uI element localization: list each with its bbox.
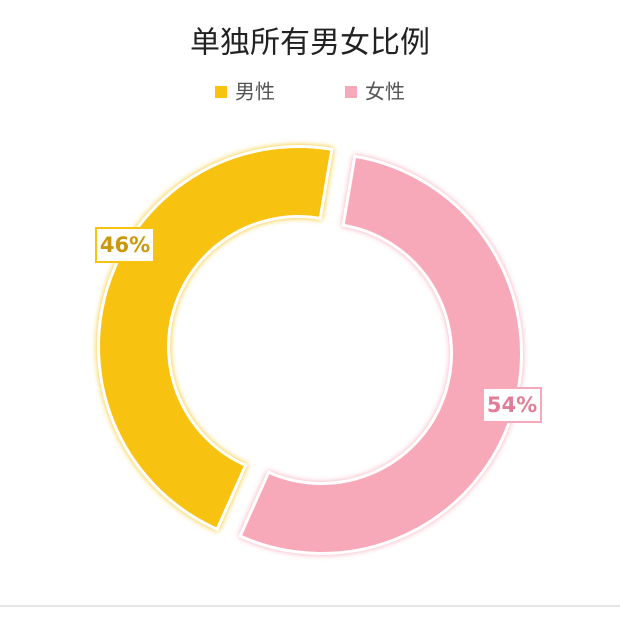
donut-slice — [238, 154, 523, 555]
data-label: 54% — [487, 393, 537, 417]
legend-label: 男性 — [235, 80, 275, 104]
data-label-box — [482, 387, 542, 423]
legend-swatch — [215, 86, 227, 98]
chart-title: 单独所有男女比例 — [190, 26, 430, 61]
data-label-box — [95, 227, 155, 263]
donut-slice — [97, 145, 334, 532]
legend-swatch — [345, 86, 357, 98]
data-label: 46% — [100, 233, 150, 257]
legend-label: 女性 — [365, 80, 405, 104]
